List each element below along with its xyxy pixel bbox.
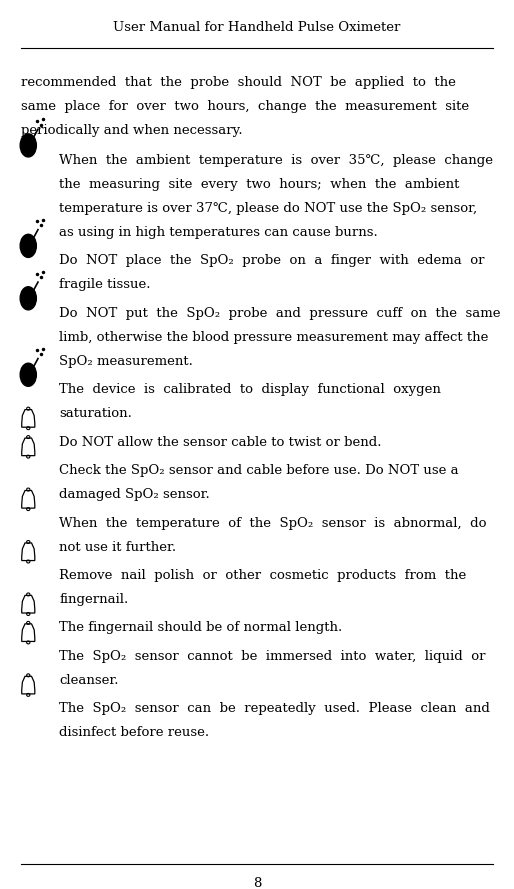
Text: The fingernail should be of normal length.: The fingernail should be of normal lengt… bbox=[59, 621, 342, 635]
Text: temperature is over 37℃, please do NOT use the SpO₂ sensor,: temperature is over 37℃, please do NOT u… bbox=[59, 202, 477, 215]
Text: The  SpO₂  sensor  can  be  repeatedly  used.  Please  clean  and: The SpO₂ sensor can be repeatedly used. … bbox=[59, 702, 490, 716]
Text: 8: 8 bbox=[253, 877, 261, 889]
Text: SpO₂ measurement.: SpO₂ measurement. bbox=[59, 355, 193, 368]
Text: fingernail.: fingernail. bbox=[59, 593, 128, 606]
Text: Do NOT allow the sensor cable to twist or bend.: Do NOT allow the sensor cable to twist o… bbox=[59, 436, 381, 449]
Text: Do  NOT  put  the  SpO₂  probe  and  pressure  cuff  on  the  same: Do NOT put the SpO₂ probe and pressure c… bbox=[59, 307, 501, 320]
Ellipse shape bbox=[20, 134, 36, 157]
Text: damaged SpO₂ sensor.: damaged SpO₂ sensor. bbox=[59, 488, 210, 501]
Text: disinfect before reuse.: disinfect before reuse. bbox=[59, 726, 209, 740]
Text: The  SpO₂  sensor  cannot  be  immersed  into  water,  liquid  or: The SpO₂ sensor cannot be immersed into … bbox=[59, 650, 486, 663]
Text: Remove  nail  polish  or  other  cosmetic  products  from  the: Remove nail polish or other cosmetic pro… bbox=[59, 569, 466, 582]
Text: saturation.: saturation. bbox=[59, 407, 132, 420]
Text: Check the SpO₂ sensor and cable before use. Do NOT use a: Check the SpO₂ sensor and cable before u… bbox=[59, 464, 458, 477]
Text: the  measuring  site  every  two  hours;  when  the  ambient: the measuring site every two hours; when… bbox=[59, 178, 460, 191]
Text: When  the  ambient  temperature  is  over  35℃,  please  change: When the ambient temperature is over 35℃… bbox=[59, 154, 493, 167]
Text: as using in high temperatures can cause burns.: as using in high temperatures can cause … bbox=[59, 226, 378, 239]
Text: User Manual for Handheld Pulse Oximeter: User Manual for Handheld Pulse Oximeter bbox=[113, 21, 401, 35]
Text: periodically and when necessary.: periodically and when necessary. bbox=[21, 124, 242, 138]
Ellipse shape bbox=[20, 364, 36, 387]
Text: fragile tissue.: fragile tissue. bbox=[59, 278, 151, 292]
Text: cleanser.: cleanser. bbox=[59, 674, 119, 687]
Text: The  device  is  calibrated  to  display  functional  oxygen: The device is calibrated to display func… bbox=[59, 383, 441, 396]
Text: recommended  that  the  probe  should  NOT  be  applied  to  the: recommended that the probe should NOT be… bbox=[21, 76, 455, 90]
Ellipse shape bbox=[20, 287, 36, 310]
Ellipse shape bbox=[20, 235, 36, 258]
Text: When  the  temperature  of  the  SpO₂  sensor  is  abnormal,  do: When the temperature of the SpO₂ sensor … bbox=[59, 517, 487, 530]
Text: Do  NOT  place  the  SpO₂  probe  on  a  finger  with  edema  or: Do NOT place the SpO₂ probe on a finger … bbox=[59, 254, 485, 268]
Text: not use it further.: not use it further. bbox=[59, 541, 176, 554]
Text: same  place  for  over  two  hours,  change  the  measurement  site: same place for over two hours, change th… bbox=[21, 100, 469, 114]
Text: limb, otherwise the blood pressure measurement may affect the: limb, otherwise the blood pressure measu… bbox=[59, 331, 488, 344]
